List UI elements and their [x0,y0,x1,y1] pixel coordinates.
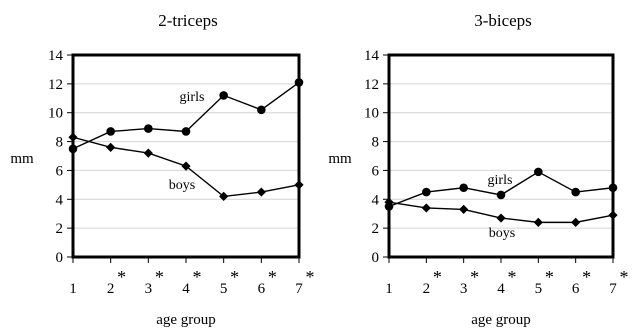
y-tick-label: 4 [372,192,380,208]
chart-title: 3-biceps [474,11,532,30]
y-tick-label: 2 [372,221,380,237]
y-tick-label: 4 [56,192,64,208]
significance-star: * [433,267,442,287]
x-tick-label: 4 [497,281,505,297]
x-tick-label: 7 [609,281,617,297]
x-tick-label: 1 [385,281,393,297]
data-point-girls [294,78,304,87]
x-tick-label: 4 [182,281,190,297]
significance-star: * [268,267,277,287]
data-point-boys [384,197,394,207]
data-point-boys [421,203,431,213]
x-tick-label: 5 [220,281,228,297]
data-point-girls [106,127,115,136]
data-point-boys [181,161,191,171]
significance-star: * [155,267,164,287]
y-tick-label: 14 [48,48,64,64]
data-point-girls [219,91,228,100]
y-tick-label: 12 [48,77,63,93]
x-axis-label: age group [156,312,216,328]
y-tick-label: 8 [372,135,380,151]
significance-star: * [117,267,126,287]
y-tick-label: 12 [364,77,379,93]
x-tick-label: 3 [460,281,468,297]
x-tick-label: 7 [295,281,303,297]
data-point-girls [571,187,580,197]
data-point-boys [106,142,116,152]
x-axis-label: age group [471,312,531,328]
data-point-boys [256,187,266,197]
y-tick-label: 14 [364,48,380,64]
series-label-girls: girls [488,173,513,188]
chart-title: 2-triceps [158,11,217,30]
data-point-boys [571,217,581,227]
data-point-girls [534,167,543,177]
significance-star: * [545,267,554,287]
series-label-girls: girls [180,90,205,105]
significance-star: * [582,267,591,287]
data-point-girls [608,183,618,193]
y-tick-label: 6 [56,163,64,179]
y-tick-label: 10 [48,106,63,122]
data-point-girls [496,190,506,200]
x-tick-label: 3 [145,281,153,297]
data-point-boys [219,191,229,201]
data-point-girls [422,187,431,197]
significance-star: * [470,267,479,287]
data-point-boys [294,180,304,190]
significance-star: * [620,267,629,287]
data-point-boys [459,204,469,214]
significance-star: * [306,267,315,287]
data-point-girls [459,183,468,193]
y-tick-label: 8 [56,135,64,151]
data-point-girls [181,127,191,136]
series-label-boys: boys [489,226,515,241]
data-point-boys [496,213,506,223]
data-point-boys [533,217,543,227]
y-tick-label: 0 [56,250,64,266]
y-tick-label: 2 [56,221,64,237]
data-point-girls [68,144,78,154]
y-axis-label: mm [328,151,352,167]
data-point-girls [257,105,266,115]
x-tick-label: 6 [572,281,580,297]
significance-star: * [193,267,202,287]
data-point-boys [143,148,153,158]
data-point-girls [144,124,153,133]
data-point-boys [68,132,78,142]
plot-frame [71,53,301,259]
y-axis-label: mm [10,151,34,167]
y-tick-label: 10 [364,106,379,122]
series-label-boys: boys [169,178,195,193]
x-tick-label: 6 [258,281,266,297]
data-point-boys [608,210,618,220]
x-tick-label: 5 [535,281,543,297]
x-tick-label: 2 [423,281,431,297]
x-tick-label: 2 [107,281,115,297]
x-tick-label: 1 [69,281,77,297]
y-tick-label: 0 [372,250,380,266]
significance-star: * [508,267,517,287]
significance-star: * [230,267,239,287]
y-tick-label: 6 [372,163,380,179]
